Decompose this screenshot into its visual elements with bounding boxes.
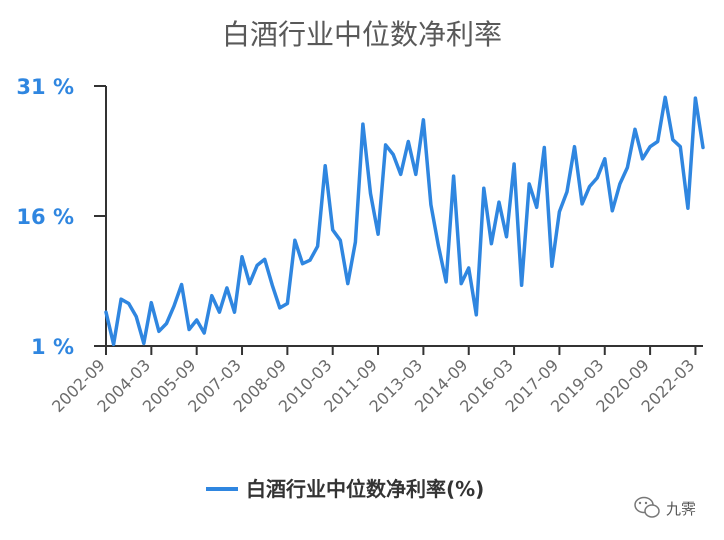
y-axis-ticks: 1 % 16 % 31 % [16,75,106,359]
wechat-icon [634,496,660,518]
series-line [104,95,705,347]
series-lines [104,95,705,347]
legend-label: 白酒行业中位数净利率(%) [246,477,484,501]
legend: 白酒行业中位数净利率(%) [206,477,484,501]
axes [105,86,703,347]
y-tick-label: 1 % [31,335,74,359]
x-axis-ticks: 2002-092004-032005-092007-032008-092010-… [48,346,698,416]
y-tick-label: 16 % [16,205,74,229]
y-tick-label: 31 % [16,75,74,99]
chart-title: 白酒行业中位数净利率 [222,18,502,51]
watermark: 九霁 [634,496,696,518]
watermark-text: 九霁 [666,500,696,518]
